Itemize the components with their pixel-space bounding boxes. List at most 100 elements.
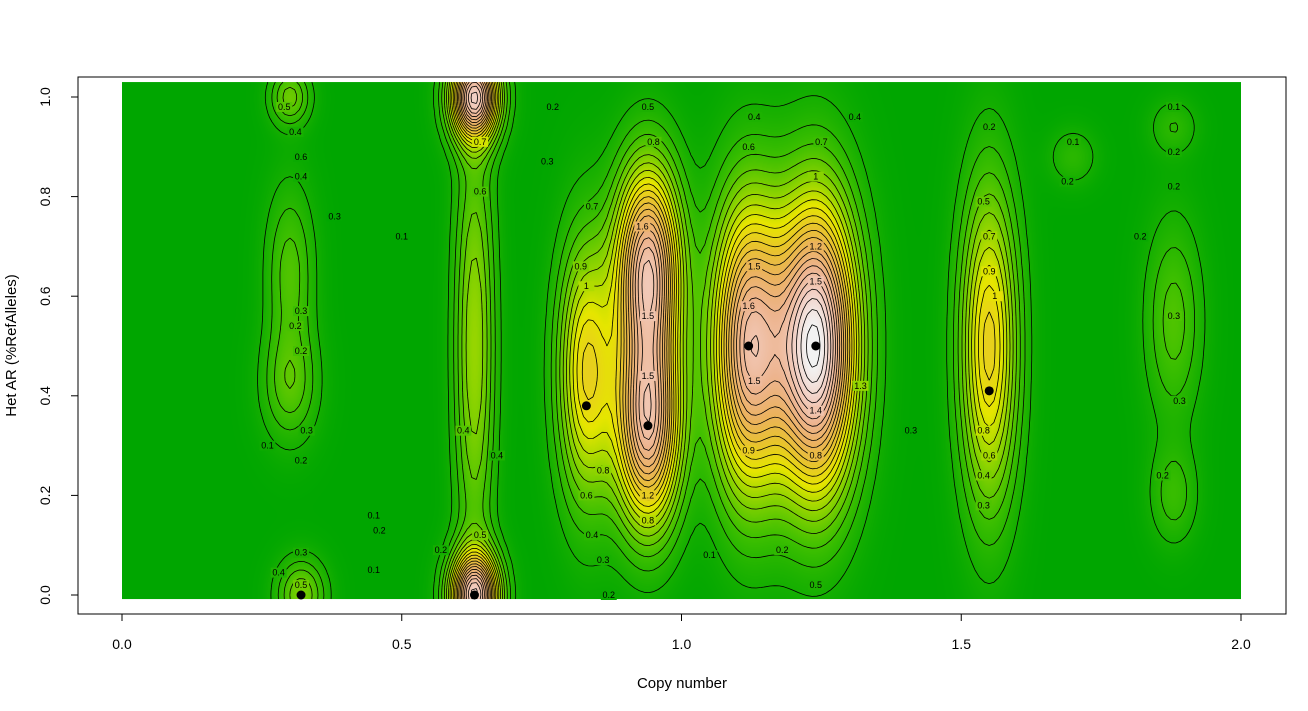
y-tick-label: 0.8 [37,187,53,207]
contour-label-bg [634,221,651,232]
contour-label-bg [981,450,998,461]
contour-label-bg [1132,231,1149,242]
contour-label-bg [975,470,992,481]
contour-label-bg [472,136,489,147]
contour-label-bg [639,101,656,112]
contour-label-bg [740,301,757,312]
contour-line [800,309,826,383]
contour-label: 0.1 [703,550,716,560]
contour-line [796,298,829,394]
contour-label-bg [639,311,656,322]
y-tick-label: 0.4 [37,386,53,406]
contour-label: 1.4 [810,406,823,416]
contour-label: 0.1 [1067,137,1080,147]
contour-label-bg [293,345,310,356]
contour-label: 0.5 [278,102,291,112]
contour-label-bg [1165,101,1182,112]
contour-label-bg [852,380,869,391]
contour-label: 0.2 [1156,470,1169,480]
contour-line [465,82,836,600]
contour-label-bg [583,530,600,541]
contour-label-bg [365,510,382,521]
contour-label: 0.6 [742,142,755,152]
contour-label: 1.5 [642,311,655,321]
contour-label: 0.7 [586,202,599,212]
contour-label-bg [981,121,998,132]
contour-label-bg [774,545,791,556]
contour-label-bg [1154,470,1171,481]
contour-label-bg [393,231,410,242]
contour-line [462,81,841,600]
contour-label-bg [1165,146,1182,157]
contour-label: 0.5 [295,580,308,590]
contour-label: 0.3 [597,555,610,565]
contour-lines [257,81,1206,600]
contour-line [454,82,996,600]
contour-label: 0.2 [373,525,386,535]
contour-label: 0.2 [435,545,448,555]
contour-label: 0.8 [597,466,610,476]
contour-label: 0.5 [810,580,823,590]
x-axis-title: Copy number [637,675,727,692]
contour-label: 0.2 [603,590,616,600]
contour-line [274,81,1186,600]
data-point [811,341,821,351]
contour-label-bg [740,445,757,456]
x-tick-label: 2.0 [1231,636,1251,652]
contour-label: 1 [584,281,589,291]
contour-label-bg [975,425,992,436]
contour-label-bg [746,261,763,272]
contour-label: 0.2 [295,346,308,356]
contour-label: 0.5 [977,197,990,207]
contour-line [806,324,821,368]
data-points [296,341,994,600]
contour-label-bg [578,490,595,501]
contour-label-bg [807,241,824,252]
contour-label-bg [1065,136,1082,147]
contour-label-bg [746,375,763,386]
contour-label-bg [583,201,600,212]
contour-label-bg [981,266,998,277]
contour-label-bg [293,580,310,591]
contour-label: 0.9 [575,261,588,271]
contour-label: 0.6 [295,152,308,162]
contour-label-bg [807,171,824,182]
contour-label-bg [298,425,315,436]
contour-label: 1.2 [642,490,655,500]
contour-label-bg [293,151,310,162]
x-tick-label: 1.5 [952,636,972,652]
contour-label: 0.4 [491,451,504,461]
contour-label-bg [472,530,489,541]
contour-label: 0.2 [547,102,560,112]
contour-line [282,82,1017,600]
contour-label: 0.4 [457,426,470,436]
data-point [984,386,994,396]
contour-label: 1.3 [854,381,867,391]
contour-label-bg [326,211,343,222]
contour-label-bg [807,580,824,591]
contour-label-bg [595,555,612,566]
contour-label-bg [975,196,992,207]
contour-label: 0.3 [300,426,313,436]
contour-label: 0.2 [1134,231,1147,241]
contour-label: 1.5 [748,376,761,386]
contour-label-bg [975,500,992,511]
contour-label-bg [287,126,304,137]
x-tick-label: 0.5 [392,636,412,652]
contour-label-bg [981,231,998,242]
contour-label-bg [701,550,718,561]
contour-line [457,82,849,600]
contour-label: 1.5 [642,371,655,381]
y-tick-label: 1.0 [37,87,53,107]
contour-label: 0.2 [289,321,302,331]
contour-label: 0.5 [642,102,655,112]
contour-label-bg [276,101,293,112]
contour-labels: 0.5 0.4 0.6 0.4 0.3 0.1 0.3 0.2 0.2 0.3 0.1 0.2 0.1 0… [259,101,1188,600]
contour-label: 1.5 [748,261,761,271]
contour-label-bg [287,321,304,332]
contour-label: 0.4 [586,530,599,540]
x-tick-label: 1.0 [672,636,692,652]
contour-line [452,82,1001,600]
contour-label: 0.1 [368,510,381,520]
